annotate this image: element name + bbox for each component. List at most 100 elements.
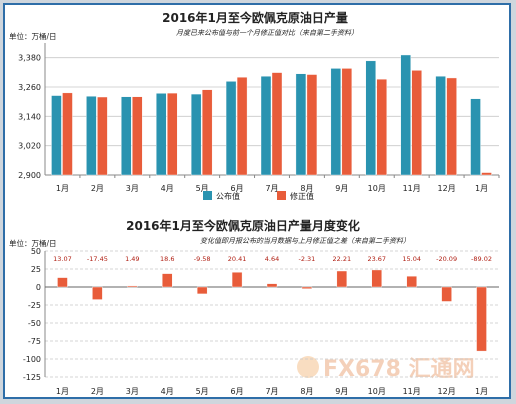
chart1-xtick-label: 12月	[438, 184, 456, 193]
chart1-bar-published	[470, 98, 481, 176]
chart1-bar-published	[260, 76, 272, 176]
chart2-subtitle: 变化值即月报公布的当月数据与上月修正值之差（来自第二手资料）	[200, 237, 410, 245]
chart1-subtitle: 月度已来公布值与前一个月修正值对比（来自第二手资料）	[176, 29, 358, 37]
chart1-ytick-label: 3,260	[18, 83, 41, 92]
chart2-bar	[127, 285, 138, 288]
chart1-xtick-label: 10月	[368, 184, 386, 193]
chart2-ytick-label: 50	[31, 247, 41, 256]
chart1-xtick-label: 9月	[335, 184, 348, 193]
chart1-bar-published	[190, 93, 202, 176]
chart1-xtick-label: 1月	[56, 184, 69, 193]
watermark-logo: FX678 汇通网	[297, 356, 475, 382]
chart2-xtick-label: 12月	[438, 387, 456, 396]
chart2-ytick-label: -125	[23, 373, 41, 382]
chart2-xtick-label: 1月	[475, 387, 488, 396]
chart1-bar-revised	[271, 72, 283, 176]
chart1-bar-revised	[236, 77, 248, 176]
chart2-data-label: 18.6	[160, 255, 174, 263]
chart2-data-label: 1.49	[125, 255, 139, 263]
chart1-legend-label: 修正值	[290, 191, 314, 201]
chart2-ytick-label: 25	[31, 265, 41, 274]
watermark-text: FX678 汇通网	[323, 357, 475, 382]
chart2-xtick-label: 7月	[265, 387, 278, 396]
chart2-data-label: 22.21	[333, 255, 352, 263]
chart2-xtick-label: 2月	[91, 387, 104, 396]
chart1-bar-revised	[411, 70, 422, 176]
chart1-legend-swatch	[203, 191, 212, 200]
chart2-bar	[441, 286, 452, 302]
chart2-ytick-label: -25	[28, 301, 41, 310]
chart1-bar-revised	[306, 74, 318, 176]
chart2-bar	[231, 272, 243, 288]
chart1-bar-published	[400, 54, 411, 176]
chart1-bar-published	[51, 95, 62, 176]
chart1-bar-published	[156, 93, 167, 176]
chart1-bar-published	[86, 96, 97, 176]
chart1-bar-published	[295, 73, 307, 176]
chart1-bar-published	[435, 76, 446, 176]
chart1-xtick-label: 5月	[196, 184, 209, 193]
chart2-xtick-label: 10月	[368, 387, 386, 396]
chart2-bar	[92, 286, 103, 300]
chart2-bar	[476, 286, 487, 352]
chart1-xtick-label: 8月	[300, 184, 313, 193]
chart2-bar	[57, 277, 68, 288]
chart1-xtick-label: 6月	[231, 184, 244, 193]
chart1-title: 2016年1月至今欧佩克原油日产量	[162, 10, 348, 25]
chart2-ytick-label: -50	[28, 319, 41, 328]
chart2-xtick-label: 9月	[335, 387, 348, 396]
chart2-data-label: 4.64	[265, 255, 279, 263]
chart1-ytick-label: 3,020	[18, 142, 41, 151]
chart2-bar	[336, 270, 348, 288]
chart1-bar-published	[121, 96, 132, 176]
watermark-swirl-icon	[297, 356, 319, 378]
chart1-bar-revised	[97, 96, 108, 176]
chart2-xtick-label: 1月	[56, 387, 69, 396]
chart2-data-label: -17.45	[87, 255, 108, 263]
chart2-data-label: 15.04	[402, 255, 421, 263]
chart1-bar-revised	[446, 77, 457, 176]
chart2-bar	[196, 286, 208, 295]
chart1-xtick-label: 4月	[161, 184, 174, 193]
chart1-bar-published	[225, 81, 237, 176]
chart2-unit-label: 单位：万桶/日	[9, 238, 57, 248]
chart2-bar	[301, 286, 313, 289]
chart1-bar-revised	[201, 89, 213, 176]
chart2-bar	[371, 269, 382, 288]
chart2-xtick-label: 3月	[126, 387, 139, 396]
chart2-data-label: -9.58	[194, 255, 211, 263]
chart2-title: 2016年1月至今欧佩克原油日产量月度变化	[126, 218, 360, 233]
chart1-xtick-label: 3月	[126, 184, 139, 193]
chart2-xtick-label: 4月	[161, 387, 174, 396]
chart2-xtick-label: 5月	[196, 387, 209, 396]
chart2-data-label: 13.07	[53, 255, 72, 263]
chart1-ytick-label: 3,380	[18, 54, 41, 63]
chart2-bar	[406, 275, 417, 288]
chart1-bar-published	[330, 68, 342, 176]
charts-canvas: 2016年1月至今欧佩克原油日产量 月度已来公布值与前一个月修正值对比（来自第二…	[9, 10, 500, 396]
chart2-data-label: 20.41	[228, 255, 247, 263]
chart1-bar-revised	[132, 96, 143, 176]
chart1-xtick-label: 1月	[475, 184, 488, 193]
chart1-ytick-label: 2,900	[18, 171, 41, 180]
chart1-legend-label: 公布值	[216, 191, 240, 201]
chart2-xtick-label: 6月	[231, 387, 244, 396]
chart1-bar-published	[365, 60, 376, 176]
chart2-xtick-label: 8月	[300, 387, 313, 396]
chart2-data-label: -89.02	[471, 255, 492, 263]
chart-frame: 2016年1月至今欧佩克原油日产量 月度已来公布值与前一个月修正值对比（来自第二…	[3, 3, 511, 399]
chart2-xtick-label: 11月	[403, 387, 421, 396]
chart2-bar	[162, 273, 173, 288]
chart2-bar	[266, 283, 278, 288]
chart1-bar-revised	[481, 172, 492, 176]
chart1-unit-label: 单位：万桶/日	[9, 31, 57, 41]
chart2-data-label: 23.67	[367, 255, 386, 263]
chart1-ytick-label: 3,140	[18, 112, 41, 121]
chart2-ytick-label: 0	[36, 283, 41, 292]
chart1-bar-revised	[62, 92, 73, 176]
chart2-data-label: -20.09	[436, 255, 457, 263]
chart1-bar-revised	[376, 78, 387, 176]
chart1-legend-swatch	[277, 191, 286, 200]
chart1-xtick-label: 7月	[265, 184, 278, 193]
chart1-xtick-label: 2月	[91, 184, 104, 193]
